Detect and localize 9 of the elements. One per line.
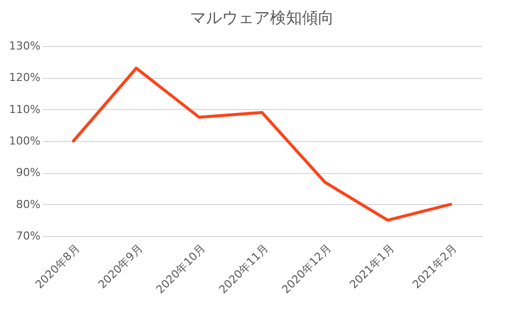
chart-title: マルウェア検知傾向 — [190, 8, 334, 27]
y-tick-label: 90% — [16, 166, 40, 180]
y-tick-label: 80% — [16, 198, 40, 211]
line-series — [72, 66, 452, 222]
y-tick-label: 120% — [9, 71, 40, 84]
y-tick-label: 70% — [16, 230, 40, 242]
y-tick-label: 110% — [9, 102, 40, 116]
y-tick-label: 130% — [9, 40, 40, 52]
y-tick-label: 100% — [9, 134, 40, 148]
